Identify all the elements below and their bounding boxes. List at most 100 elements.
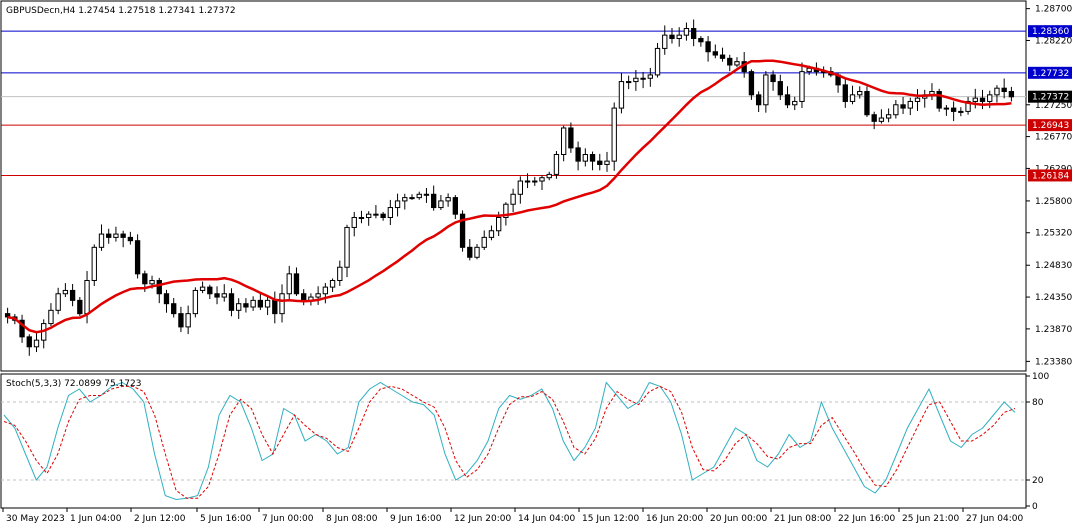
candle-body	[864, 91, 870, 116]
candle-body	[156, 279, 162, 295]
candle-body	[438, 200, 444, 209]
time-tick-label: 16 Jun 20:00	[646, 514, 703, 524]
candle-body	[553, 154, 560, 175]
price-tick-label: 1.28700	[1035, 5, 1072, 15]
candle-body	[113, 233, 119, 238]
candle-body	[936, 91, 942, 109]
candle-body	[517, 180, 523, 195]
candle-body	[763, 74, 769, 106]
time-tick-label: 12 Jun 20:00	[454, 514, 511, 524]
candle-body	[654, 47, 661, 76]
candle-body	[683, 28, 690, 36]
time-tick-label: 5 Jun 16:00	[200, 514, 252, 524]
price-axis: 1.28700 1.28220 1.27250 1.26770 1.26290 1.258…	[1026, 5, 1072, 367]
stochastic-pane[interactable]	[0, 373, 1027, 509]
candle-body	[676, 34, 682, 39]
price-tick-label: 1.27250	[1035, 101, 1072, 111]
candle-body	[589, 154, 596, 162]
candle-body	[712, 51, 718, 56]
candle-body	[33, 339, 40, 348]
candle-body	[380, 213, 386, 218]
candle-body	[120, 233, 126, 238]
candle-body	[286, 273, 292, 295]
time-tick-label: 21 Jun 08:00	[774, 514, 831, 524]
stoch-tick-label: 80	[1032, 398, 1044, 408]
candle-body	[142, 273, 148, 285]
svg-text:1.28360: 1.28360	[1032, 27, 1069, 37]
time-tick-label: 7 Jun 00:00	[262, 514, 314, 524]
candle-body	[467, 246, 473, 258]
candle-body	[459, 213, 466, 248]
price-tick-label: 1.24830	[1035, 261, 1072, 271]
candle-body	[748, 71, 755, 96]
candle-body	[431, 193, 437, 209]
time-tick-label: 15 Jun 12:00	[582, 514, 639, 524]
candle-body	[344, 226, 350, 268]
candle-body	[914, 97, 921, 102]
candle-body	[55, 293, 61, 311]
price-tick-label: 1.23870	[1035, 325, 1072, 335]
candle-body	[192, 289, 199, 315]
time-tick-label: 25 Jun 21:00	[902, 514, 959, 524]
candle-body	[19, 319, 25, 338]
candle-body	[257, 299, 264, 308]
symbol-info-label: GBPUSDecn,H4 1.27454 1.27518 1.27341 1.2…	[6, 6, 236, 16]
level-price-label: 1.26943	[1028, 119, 1072, 132]
candle-body	[849, 94, 856, 102]
candle-body	[207, 286, 213, 295]
candle-body	[127, 236, 134, 242]
candle-body	[474, 246, 480, 258]
price-tick-label: 1.25800	[1035, 197, 1072, 207]
candle-body	[351, 216, 357, 228]
candle-body	[770, 74, 776, 83]
price-tick-label: 1.26770	[1035, 133, 1072, 143]
candle-body	[618, 81, 625, 109]
candle-body	[640, 77, 646, 80]
candle-body	[1001, 87, 1007, 93]
candle-body	[604, 160, 610, 165]
candle-body	[214, 293, 220, 298]
candle-body	[532, 180, 538, 183]
candle-body	[250, 299, 256, 308]
candle-body	[358, 216, 365, 219]
svg-text:1.27372: 1.27372	[1032, 93, 1069, 103]
candle-body	[878, 117, 885, 122]
price-tick-label: 1.26290	[1035, 164, 1072, 174]
candle-body	[91, 246, 97, 281]
candle-body	[185, 313, 191, 328]
candle-body	[871, 114, 877, 122]
candle-body	[26, 336, 32, 348]
candle-body	[178, 313, 184, 328]
candle-body	[972, 97, 978, 102]
candle-body	[857, 91, 863, 96]
candle-body	[719, 54, 726, 59]
moving-average-line	[7, 59, 1012, 334]
price-pane[interactable]	[0, 0, 1027, 372]
candle-body	[1008, 91, 1015, 98]
candle-body	[445, 197, 451, 202]
level-price-label: 1.28360	[1028, 25, 1072, 38]
candle-body	[322, 286, 329, 295]
candle-body	[698, 37, 704, 43]
candle-body	[633, 77, 639, 83]
candle-body	[481, 236, 487, 248]
candle-body	[236, 303, 242, 311]
candle-body	[452, 197, 459, 215]
candle-body	[575, 147, 581, 162]
candle-body	[315, 293, 321, 298]
svg-text:1.26943: 1.26943	[1032, 121, 1069, 131]
candle-body	[329, 279, 336, 288]
candle-body	[228, 293, 235, 311]
candle-body	[625, 81, 632, 84]
stoch-main-line	[3, 381, 1016, 501]
candle-body	[243, 303, 249, 308]
time-tick-label: 20 Jun 00:00	[710, 514, 767, 524]
candle-body	[727, 57, 733, 66]
time-tick-label: 1 Jun 04:00	[70, 514, 122, 524]
candle-body	[366, 213, 372, 218]
candle-body	[611, 107, 617, 162]
candle-body	[264, 299, 271, 308]
stoch-tick-label: 100	[1032, 372, 1049, 382]
